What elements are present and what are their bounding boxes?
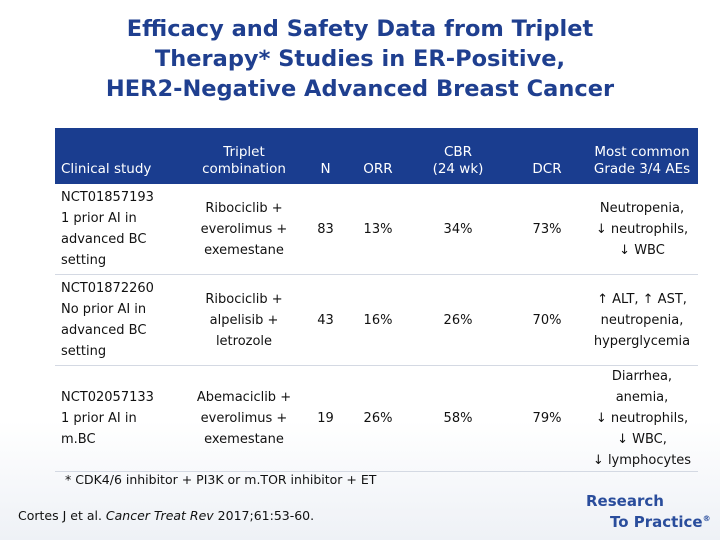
header-n: N [303,128,348,184]
cell-dcr: 79% [508,365,586,472]
cell-clinical-study: NCT01872260 No prior AI in advanced BC s… [55,274,185,366]
cell-n: 19 [303,365,348,472]
cell-orr: 26% [348,365,408,472]
logo-line-1: Research [586,492,664,510]
cell-cbr: 58% [408,365,508,472]
footnote: * CDK4/6 inhibitor + PI3K or m.TOR inhib… [65,472,377,487]
cell-grade-3-4-aes: ↑ ALT, ↑ AST, neutropenia, hyperglycemia [586,274,698,366]
cell-triplet-combination: Ribociclib + alpelisib + letrozole [185,274,303,366]
citation-details: 2017;61:53-60. [213,508,315,523]
table-row: NCT02057133 1 prior AI in m.BC Abemacicl… [55,365,698,472]
cell-n: 83 [303,184,348,275]
header-dcr: DCR [508,128,586,184]
citation-authors: Cortes J et al. [18,508,106,523]
header-grade-3-4-aes: Most common Grade 3/4 AEs [586,128,698,184]
header-triplet-combination: Triplet combination [185,128,303,184]
title-line-3: HER2-Negative Advanced Breast Cancer [105,76,615,102]
slide-title: Efficacy and Safety Data from Triplet Th… [0,14,720,104]
cell-triplet-combination: Abemaciclib + everolimus + exemestane [185,365,303,472]
cell-n: 43 [303,274,348,366]
logo-line-2: To Practice [610,513,703,531]
cell-dcr: 70% [508,274,586,366]
table-header-row: Clinical study Triplet combination N ORR… [55,128,698,184]
header-orr: ORR [348,128,408,184]
header-clinical-study: Clinical study [55,128,185,184]
title-line-1: Efficacy and Safety Data from Triplet [126,16,594,42]
cell-grade-3-4-aes: Diarrhea, anemia, ↓ neutrophils, ↓ WBC, … [586,365,698,472]
logo-registered-mark: ® [702,514,711,523]
cell-cbr: 26% [408,274,508,366]
efficacy-safety-table: Clinical study Triplet combination N ORR… [55,128,698,472]
table-row: NCT01857193 1 prior AI in advanced BC se… [55,184,698,275]
cell-clinical-study: NCT02057133 1 prior AI in m.BC [55,365,185,472]
cell-clinical-study: NCT01857193 1 prior AI in advanced BC se… [55,184,185,275]
cell-orr: 16% [348,274,408,366]
cell-cbr: 34% [408,184,508,275]
citation: Cortes J et al. Cancer Treat Rev 2017;61… [18,508,314,523]
cell-orr: 13% [348,184,408,275]
cell-dcr: 73% [508,184,586,275]
title-line-2: Therapy* Studies in ER-Positive, [154,46,566,72]
header-cbr: CBR (24 wk) [408,128,508,184]
table-row: NCT01872260 No prior AI in advanced BC s… [55,274,698,366]
cell-grade-3-4-aes: Neutropenia, ↓ neutrophils, ↓ WBC [586,184,698,275]
research-to-practice-logo: Research To Practice® [586,492,711,531]
cell-triplet-combination: Ribociclib + everolimus + exemestane [185,184,303,275]
citation-journal: Cancer Treat Rev [105,508,214,523]
